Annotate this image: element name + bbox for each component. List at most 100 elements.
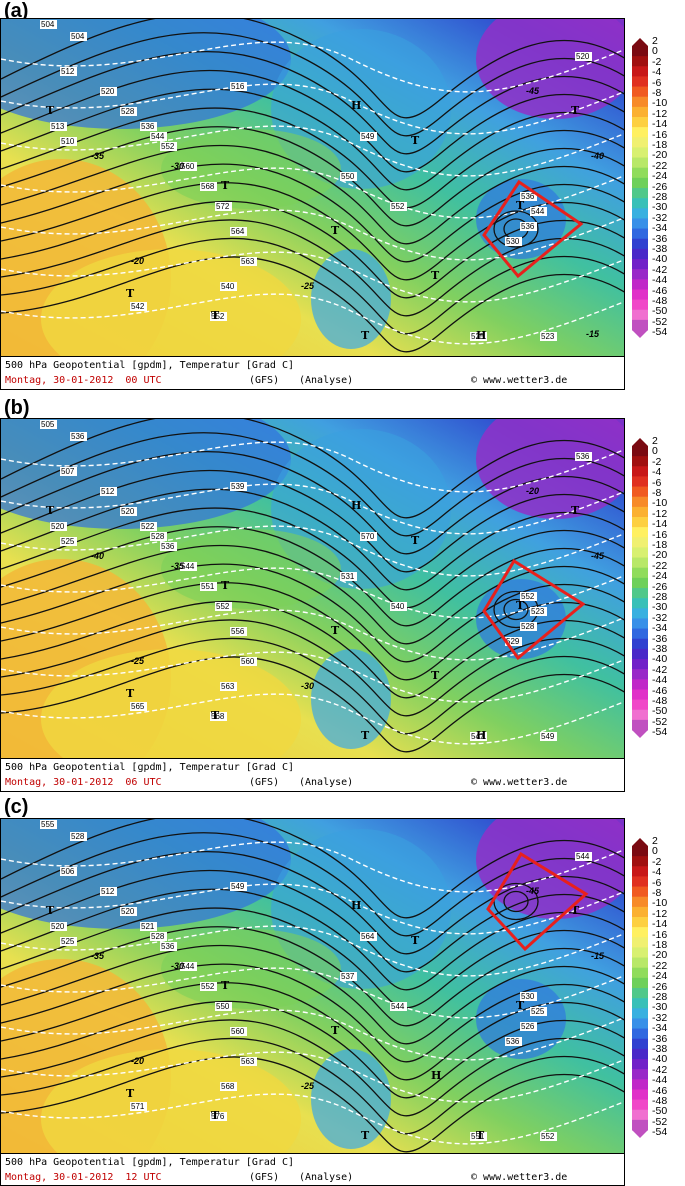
contour-label-bg bbox=[60, 537, 77, 546]
contour-label-bg bbox=[150, 132, 167, 141]
cold-core bbox=[476, 419, 624, 519]
legend-swatch bbox=[632, 137, 648, 148]
highlight-box bbox=[482, 179, 584, 279]
legend-swatch bbox=[632, 998, 648, 1009]
geopotential-contour bbox=[1, 619, 624, 717]
contour-label: 563 bbox=[241, 257, 255, 266]
contour-label: 525 bbox=[61, 537, 75, 546]
legend-tick-label: -20 bbox=[652, 949, 668, 962]
low-pressure-marker: T bbox=[46, 104, 55, 117]
legend-swatch bbox=[632, 157, 648, 169]
temperature-legend-b: 2 0 -2 -4 -6 -8 -10 -12 -14 -16 -18 -20 -22 -24 -26 -28… bbox=[628, 435, 684, 748]
legend-tick-label: -42 bbox=[652, 1063, 668, 1076]
contour-label: 528 bbox=[151, 532, 165, 541]
legend-arrow-top bbox=[632, 438, 648, 446]
contour-label-bg bbox=[520, 992, 537, 1001]
contour-label: 512 bbox=[61, 67, 75, 76]
legend-color-bar bbox=[632, 38, 648, 338]
high-pressure-marker: H bbox=[351, 99, 361, 112]
low-pressure-marker: T bbox=[361, 729, 370, 742]
isotherm bbox=[1, 693, 624, 745]
temperature-label: -40 bbox=[591, 151, 604, 161]
legend-swatch bbox=[632, 608, 648, 619]
contour-label: 512 bbox=[101, 887, 115, 896]
legend-tick-label: 2 bbox=[652, 435, 658, 447]
contour-label-bg bbox=[520, 222, 537, 231]
isotherm bbox=[1, 609, 624, 661]
temperature-label: -45 bbox=[526, 886, 540, 896]
legend-tick-label: -50 bbox=[652, 305, 668, 318]
contour-label-bg bbox=[530, 207, 547, 216]
temperature-label: -45 bbox=[591, 551, 605, 561]
low-pressure-marker: T bbox=[46, 904, 55, 917]
caption-date: Montag, 30-01-2012 00 UTC bbox=[5, 375, 162, 386]
geopotential-contour bbox=[1, 69, 624, 173]
contour-label: 551 bbox=[201, 582, 215, 591]
legend-swatch bbox=[632, 679, 648, 690]
isotherm bbox=[1, 525, 624, 577]
caption-site: © www.wetter3.de bbox=[471, 375, 568, 386]
legend-tick-label: -40 bbox=[652, 1053, 668, 1066]
contour-label-bg bbox=[40, 820, 57, 829]
legend-swatch bbox=[632, 588, 648, 599]
contour-label-bg bbox=[120, 107, 137, 116]
legend-tick-label: -38 bbox=[652, 643, 668, 655]
contour-label-bg bbox=[210, 312, 227, 321]
legend-color-bar bbox=[632, 438, 648, 738]
contour-label-bg bbox=[390, 602, 407, 611]
contour-label: 528 bbox=[71, 832, 85, 841]
contour-label-bg bbox=[60, 137, 77, 146]
legend-tick-label: -2 bbox=[652, 855, 662, 868]
contour-label-bg bbox=[540, 732, 557, 741]
legend-swatch bbox=[632, 167, 648, 179]
contour-label-bg bbox=[40, 20, 57, 29]
contour-label-bg bbox=[50, 122, 67, 131]
low-pressure-marker: T bbox=[211, 709, 220, 722]
contour-label: 572 bbox=[216, 202, 230, 211]
legend-swatch bbox=[632, 947, 648, 959]
geopotential-contour bbox=[1, 107, 624, 209]
contour-label: 544 bbox=[151, 132, 165, 141]
legend-swatch bbox=[632, 1018, 648, 1030]
geopotential-contour bbox=[1, 544, 624, 645]
map-caption-c: 500 hPa Geopotential [gpdm], Temperatur … bbox=[1, 1153, 624, 1185]
geopotential-contour bbox=[1, 256, 624, 353]
legend-tick-label: -6 bbox=[652, 76, 662, 89]
low-pressure-contour bbox=[503, 890, 529, 913]
low-pressure-marker: T bbox=[126, 287, 135, 300]
contour-label-bg bbox=[50, 922, 67, 931]
legend-tick-label: -34 bbox=[652, 622, 668, 635]
legend-tick-label: -18 bbox=[652, 539, 668, 551]
low-pressure-marker: T bbox=[476, 1129, 485, 1142]
legend-tick-label: -8 bbox=[652, 487, 662, 499]
legend-swatch bbox=[632, 259, 648, 270]
panel-label-c: (c) bbox=[4, 796, 29, 818]
contour-label: 539 bbox=[231, 482, 245, 491]
caption-model: (GFS) bbox=[249, 777, 280, 788]
low-pressure-contour bbox=[493, 210, 539, 248]
legend-swatch bbox=[632, 1008, 648, 1019]
warm-region bbox=[41, 649, 301, 758]
legend-tick-label: -46 bbox=[652, 1084, 668, 1097]
legend-swatch bbox=[632, 198, 648, 209]
legend-swatch bbox=[632, 699, 648, 711]
geopotential-contour bbox=[1, 1056, 624, 1153]
contour-label: 551 bbox=[471, 1132, 485, 1141]
legend-swatch bbox=[632, 299, 648, 311]
low-pressure-marker: T bbox=[411, 134, 420, 147]
legend-tick-label: -32 bbox=[652, 1011, 668, 1024]
low-pressure-marker: T bbox=[411, 934, 420, 947]
contour-label: 563 bbox=[241, 1057, 255, 1066]
contour-label-bg bbox=[520, 1022, 537, 1031]
contour-label: 560 bbox=[181, 162, 195, 171]
legend-tick-label: -50 bbox=[652, 705, 668, 718]
isotherm bbox=[1, 293, 624, 345]
legend-tick-label: -18 bbox=[652, 139, 668, 151]
contour-label: 544 bbox=[181, 962, 195, 971]
contour-label-bg bbox=[575, 52, 592, 61]
isotherm bbox=[1, 251, 624, 303]
low-pressure-marker: T bbox=[221, 979, 230, 992]
map-panel-b: 5045075125205225285365445515525565605635… bbox=[0, 418, 625, 792]
contour-label-bg bbox=[520, 622, 537, 631]
contour-label: 528 bbox=[521, 622, 535, 631]
